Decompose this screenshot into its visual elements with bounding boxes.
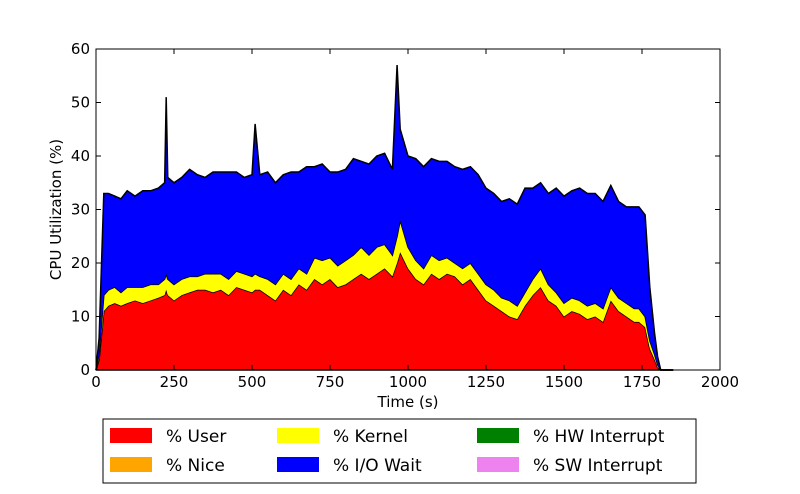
x-tick-label: 750: [316, 373, 345, 391]
legend-swatch-sw-interrupt: [477, 457, 519, 472]
y-tick-label: 60: [71, 40, 90, 58]
y-tick-label: 10: [71, 308, 90, 326]
x-tick-label: 2000: [701, 373, 739, 391]
legend-label-user: % User: [166, 427, 226, 447]
x-tick-label: 1000: [389, 373, 427, 391]
y-tick-label: 40: [71, 147, 90, 165]
x-tick-label: 1750: [623, 373, 661, 391]
legend-box: [102, 418, 697, 484]
legend-label-sw-interrupt: % SW Interrupt: [533, 456, 663, 476]
legend-swatch-nice: [110, 457, 152, 472]
x-tick-label: 500: [238, 373, 267, 391]
y-tick-label: 30: [71, 201, 90, 219]
legend-swatch-user: [110, 428, 152, 443]
y-axis-label: CPU Utilization (%): [47, 139, 65, 280]
area-i-o-wait: [96, 65, 674, 371]
legend-swatch-hw-interrupt: [477, 428, 519, 443]
area-user: [96, 252, 674, 370]
legend-label-i-o-wait: % I/O Wait: [333, 456, 422, 476]
x-tick-label: 1500: [545, 373, 583, 391]
legend-items: % User % Nice % Kernel % I/O Wait % HW Inter…: [110, 427, 665, 476]
x-tick-label: 1250: [467, 373, 505, 391]
x-tick-label: 0: [91, 373, 101, 391]
legend-swatch-kernel: [277, 428, 319, 443]
axes-layer: 0 250 500 750 1000 1250 1500 1750 2000 0 10 20 30 40 5…: [71, 40, 739, 391]
y-tick-label: 20: [71, 254, 90, 272]
y-tick-label: 0: [80, 361, 90, 379]
y-tick-label: 50: [71, 94, 90, 112]
x-tick-label: 250: [160, 373, 189, 391]
legend-label-nice: % Nice: [166, 456, 225, 476]
x-axis-label: Time (s): [377, 393, 439, 411]
legend-label-hw-interrupt: % HW Interrupt: [533, 427, 665, 447]
line-i-o-wait: [95, 65, 674, 371]
legend: % User % Nice % Kernel % I/O Wait % HW Inter…: [102, 418, 697, 484]
legend-label-kernel: % Kernel: [333, 427, 408, 447]
legend-swatch-i-o-wait: [277, 457, 319, 472]
